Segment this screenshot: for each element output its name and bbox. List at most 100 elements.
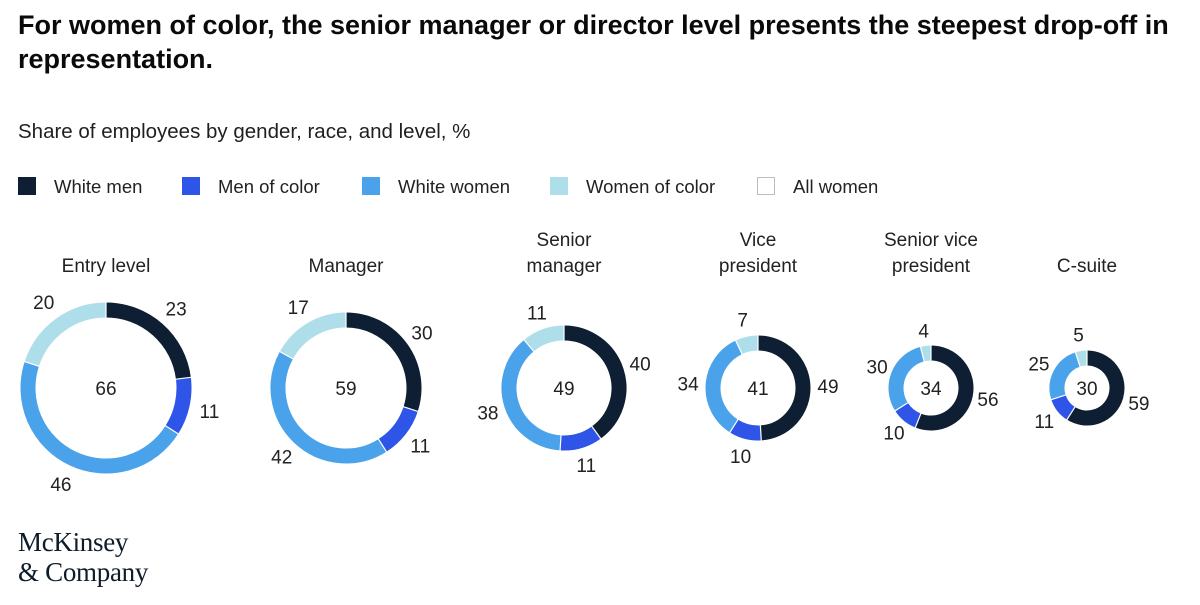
segment-separator xyxy=(1065,405,1076,421)
center-label-all-women: 34 xyxy=(920,379,942,400)
value-label-white-men: 30 xyxy=(411,324,432,345)
segment-separator xyxy=(523,338,535,353)
center-label-all-women: 66 xyxy=(95,379,116,400)
segment-separator xyxy=(402,405,419,413)
legend-label: White women xyxy=(398,176,511,197)
segment-men-of-color xyxy=(560,426,601,451)
segment-men-of-color xyxy=(729,419,762,441)
value-label-men-of-color: 11 xyxy=(1034,412,1054,433)
mckinsey-logo: McKinsey & Company xyxy=(18,527,148,587)
legend-label: White men xyxy=(54,176,143,197)
segment-separator xyxy=(1074,351,1081,368)
value-label-white-men: 23 xyxy=(166,300,187,321)
segment-separator xyxy=(164,424,180,435)
segment-separator xyxy=(728,418,739,434)
center-label-all-women: 30 xyxy=(1076,379,1097,400)
level-label: Manager xyxy=(309,256,385,277)
segment-white-men xyxy=(563,325,627,439)
donut-1: Manager 30 11 42 17 59 xyxy=(270,256,433,469)
segment-white-women xyxy=(501,339,562,451)
value-label-white-women: 25 xyxy=(1028,355,1049,376)
value-label-women-of-color: 20 xyxy=(33,293,54,314)
segment-women-of-color xyxy=(524,325,565,352)
segment-women-of-color xyxy=(920,345,932,362)
segment-men-of-color xyxy=(378,406,418,452)
value-label-men-of-color: 10 xyxy=(883,424,904,445)
donut-4: Senior vice president 56 10 30 4 34 xyxy=(867,230,999,445)
segment-white-men xyxy=(1066,350,1125,426)
segment-separator xyxy=(759,424,762,442)
segment-women-of-color xyxy=(1075,350,1088,367)
value-label-white-women: 42 xyxy=(271,448,292,469)
value-label-white-women: 34 xyxy=(678,375,700,396)
segment-separator xyxy=(893,401,909,412)
center-label-all-women: 59 xyxy=(335,379,356,400)
level-label: Senior xyxy=(537,230,593,251)
level-label: president xyxy=(719,256,798,277)
value-label-women-of-color: 5 xyxy=(1073,326,1084,347)
logo-line-2: & Company xyxy=(18,557,149,587)
value-label-men-of-color: 10 xyxy=(730,447,751,468)
segment-white-women xyxy=(270,351,387,464)
center-label-all-women: 41 xyxy=(747,379,768,400)
value-label-white-women: 46 xyxy=(50,475,71,496)
value-label-men-of-color: 11 xyxy=(410,437,430,458)
value-label-white-women: 38 xyxy=(477,404,498,425)
segment-separator xyxy=(919,345,925,363)
level-label: president xyxy=(892,256,971,277)
segment-men-of-color xyxy=(1051,394,1076,420)
value-label-men-of-color: 11 xyxy=(576,456,596,477)
segment-separator xyxy=(559,434,562,452)
segment-separator xyxy=(1050,394,1067,401)
segment-women-of-color xyxy=(735,335,759,355)
segment-white-men xyxy=(757,335,811,441)
logo-line-1: McKinsey xyxy=(18,527,129,557)
segment-white-men xyxy=(915,345,974,431)
level-label: manager xyxy=(527,256,603,277)
chart-subtitle: Share of employees by gender, race, and … xyxy=(18,120,471,143)
segment-men-of-color xyxy=(895,402,922,428)
value-label-white-women: 30 xyxy=(867,358,888,379)
segment-separator xyxy=(23,360,41,368)
segment-white-men xyxy=(345,312,422,412)
segment-white-men xyxy=(105,302,191,380)
legend-swatch-women-of-color xyxy=(550,177,568,195)
segment-separator xyxy=(174,376,192,380)
segment-white-women xyxy=(705,340,743,433)
value-label-white-men: 40 xyxy=(630,354,651,375)
segment-women-of-color xyxy=(24,302,107,367)
value-label-women-of-color: 7 xyxy=(737,311,748,332)
value-label-men-of-color: 11 xyxy=(200,402,220,423)
value-label-women-of-color: 17 xyxy=(288,298,309,319)
value-label-women-of-color: 4 xyxy=(918,322,929,343)
segment-separator xyxy=(377,437,388,453)
donut-2: Senior manager 40 11 38 11 49 xyxy=(477,230,650,477)
donut-3: Vice president 49 10 34 7 41 xyxy=(678,230,839,468)
segment-white-women xyxy=(1049,352,1081,400)
segment-white-women xyxy=(888,346,925,411)
value-label-white-men: 59 xyxy=(1128,394,1149,415)
legend-swatch-white-men xyxy=(18,177,36,195)
legend-swatch-men-of-color xyxy=(182,177,200,195)
legend-label: Men of color xyxy=(218,176,320,197)
legend-label: Women of color xyxy=(586,176,716,197)
legend-swatch-white-women xyxy=(362,177,380,195)
segment-separator xyxy=(914,412,922,429)
value-label-women-of-color: 11 xyxy=(527,304,547,325)
level-label: Senior vice xyxy=(884,230,978,251)
donut-5: C-suite 59 11 25 5 30 xyxy=(1028,256,1149,433)
chart-title: For women of color, the senior manager o… xyxy=(18,10,1169,74)
level-label: Vice xyxy=(740,230,777,251)
center-label-all-women: 49 xyxy=(553,379,574,400)
legend-label: All women xyxy=(793,176,879,197)
segment-men-of-color xyxy=(165,377,192,434)
legend-swatch-all-women xyxy=(757,177,775,195)
level-label: C-suite xyxy=(1057,256,1117,277)
segment-separator xyxy=(590,425,602,440)
value-label-white-men: 56 xyxy=(977,390,998,411)
level-label: Entry level xyxy=(62,256,151,277)
donut-0: Entry level 23 11 46 20 66 xyxy=(20,256,220,496)
segment-separator xyxy=(278,350,295,360)
segment-white-women xyxy=(20,361,179,474)
